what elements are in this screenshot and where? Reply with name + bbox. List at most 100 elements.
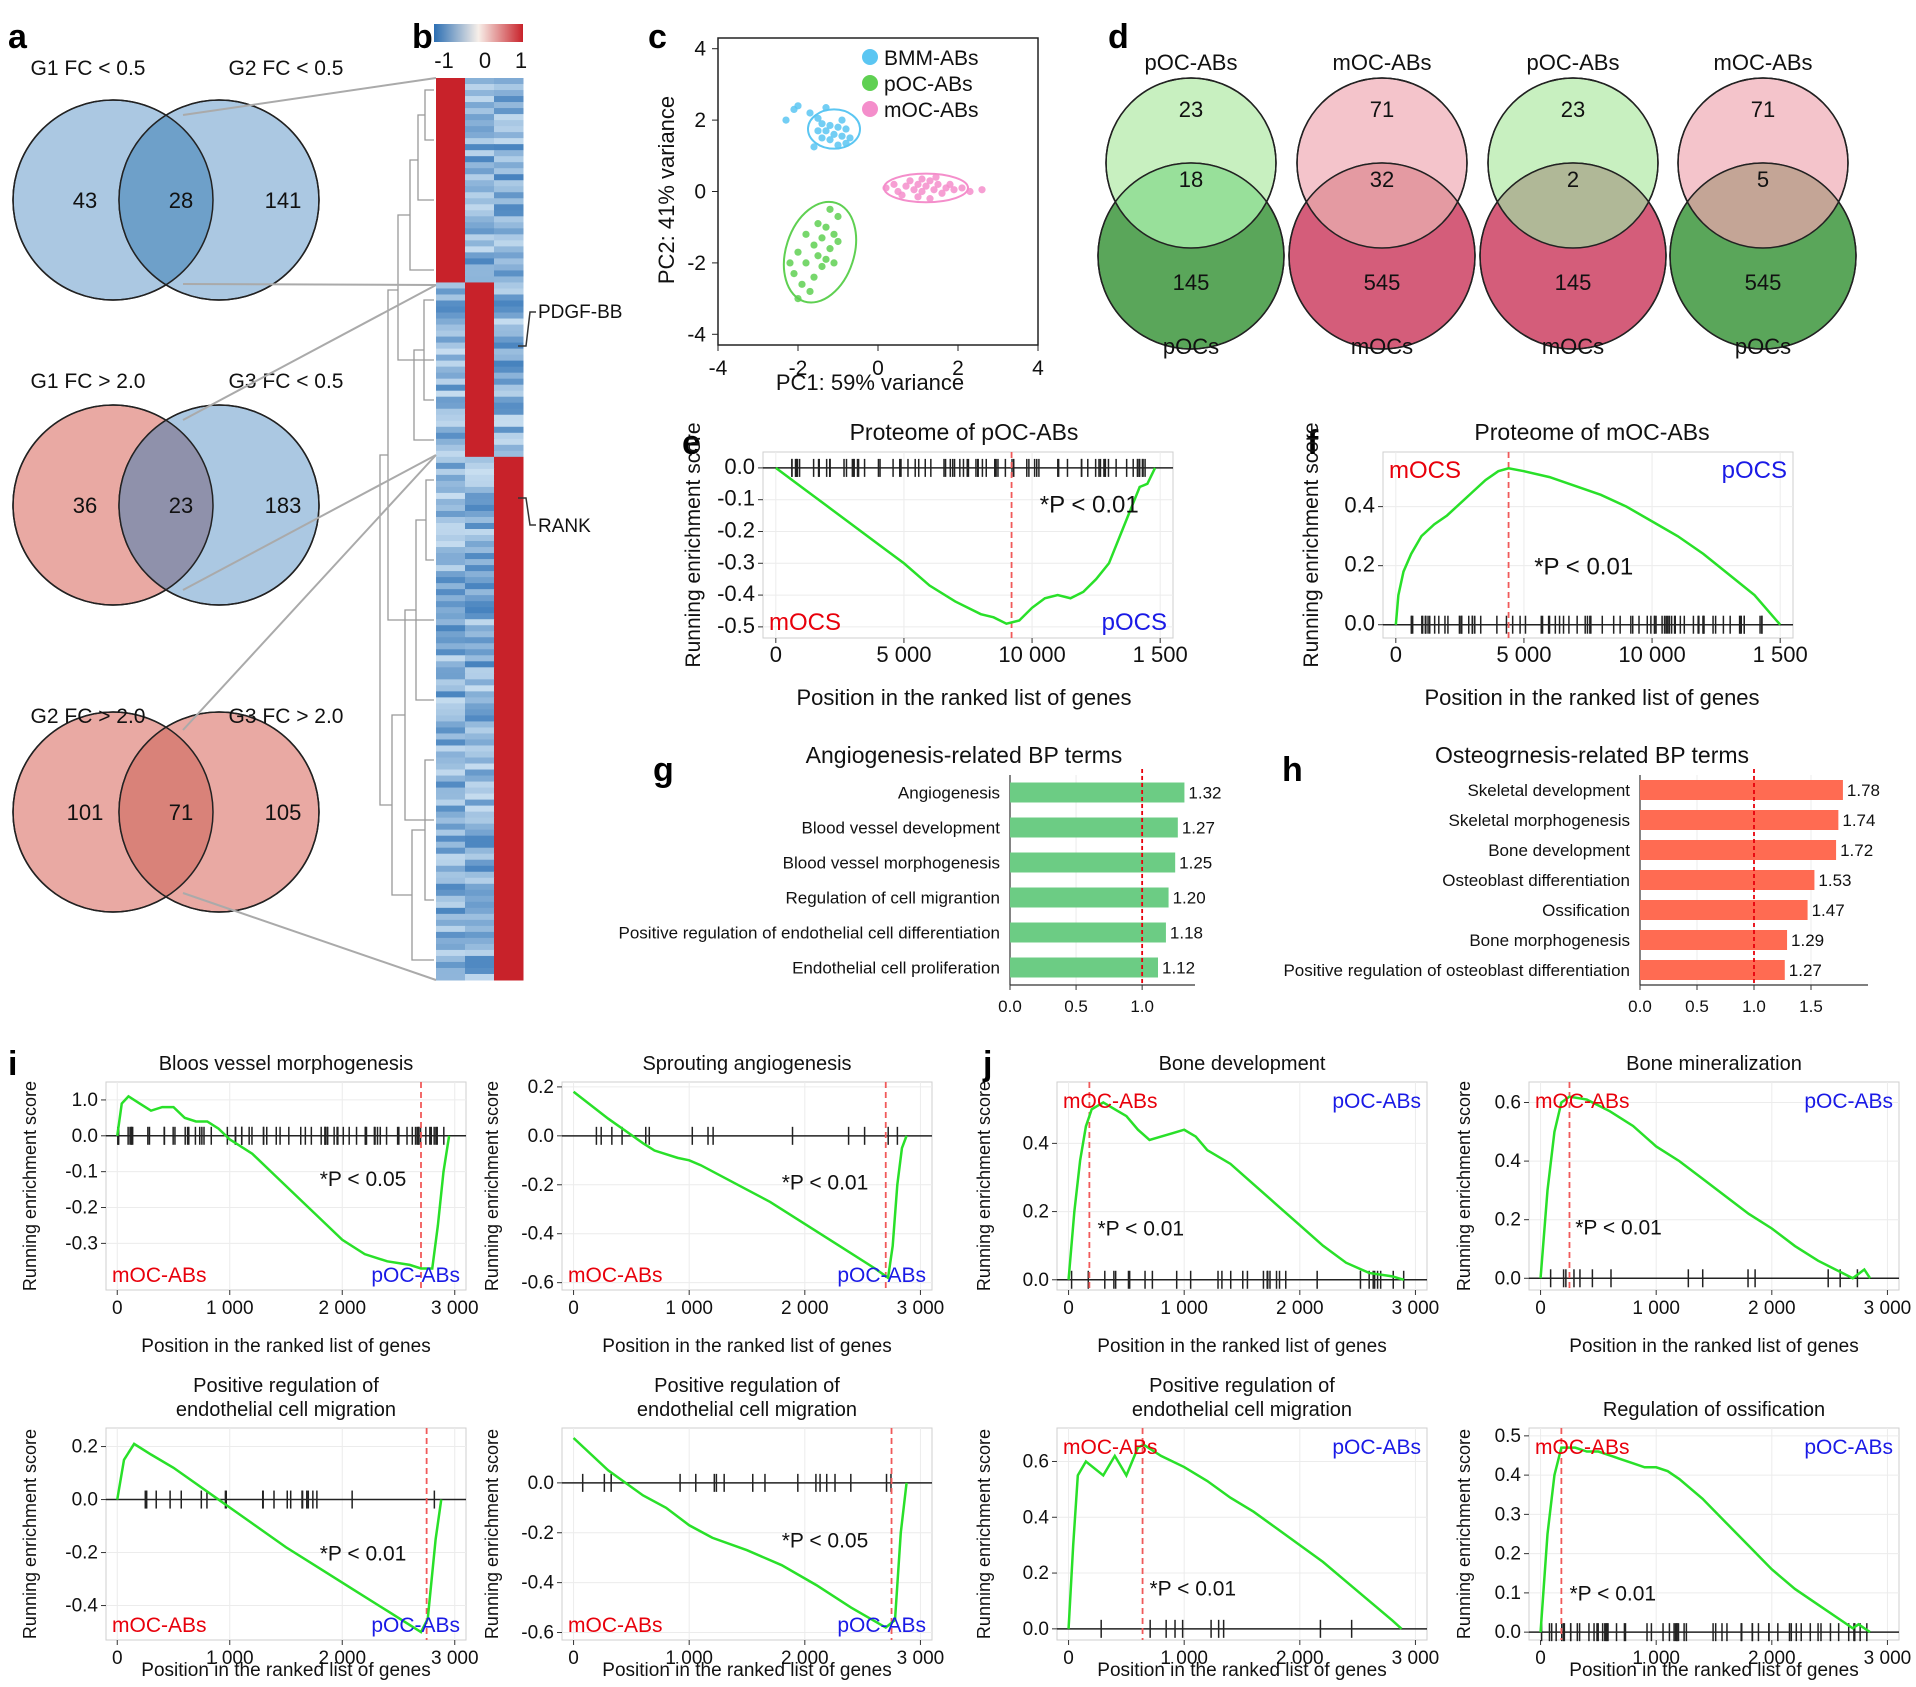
- heatmap-cell: [465, 907, 495, 915]
- legend-marker: [862, 75, 878, 91]
- heatmap-cell: [494, 589, 524, 596]
- heatmap-cell: [465, 174, 495, 181]
- color-scale-tick: 1: [515, 48, 527, 73]
- heatmap-cell: [436, 643, 466, 650]
- series-mOC-ABs: [882, 172, 986, 204]
- heatmap-cell: [436, 246, 466, 253]
- venn-top-count: 23: [1561, 97, 1585, 122]
- heatmap-cell: [494, 252, 524, 259]
- heatmap-cell: [436, 240, 466, 247]
- heatmap-cell: [465, 222, 495, 229]
- panel-label-a: a: [8, 18, 28, 56]
- heatmap-cell: [436, 234, 466, 241]
- y-axis-label: Running enrichment score: [482, 1081, 502, 1291]
- heatmap-cell: [436, 823, 466, 831]
- heatmap-cell: [436, 535, 466, 542]
- plot-title: Positive regulation of: [1149, 1375, 1335, 1397]
- heatmap-cell: [465, 252, 495, 259]
- heatmap-cell: [436, 541, 466, 548]
- heatmap-cell: [494, 673, 524, 680]
- heatmap-cell: [494, 817, 524, 825]
- heatmap-cell: [465, 781, 495, 789]
- heatmap-cell: [436, 84, 466, 91]
- bar: [1010, 782, 1185, 803]
- heatmap-cell: [436, 871, 466, 879]
- heatmap-cell: [494, 312, 524, 320]
- bar: [1640, 960, 1785, 980]
- heatmap-cell: [465, 294, 495, 301]
- x-tick-label: -2: [789, 357, 808, 380]
- bar: [1010, 957, 1158, 978]
- heatmap-cell: [494, 306, 524, 314]
- heatmap-cell: [436, 204, 466, 211]
- x-tick-label: 5 000: [876, 642, 931, 667]
- heatmap-cell: [465, 565, 495, 572]
- heatmap-cell: [436, 108, 466, 115]
- x-tick-label: 2 000: [1276, 1648, 1324, 1669]
- color-scale-tick: 0: [479, 48, 491, 73]
- heatmap-cell: [465, 721, 495, 728]
- p-value-label: *P < 0.01: [1150, 1577, 1237, 1600]
- plot-frame: [1382, 451, 1794, 639]
- data-point: [922, 182, 930, 190]
- plot-title: Positive regulation of: [654, 1375, 840, 1397]
- data-point: [914, 193, 922, 201]
- category-label: Bone morphogenesis: [1469, 931, 1630, 950]
- bar-value-label: 1.18: [1170, 924, 1203, 943]
- enrichment-score-line: [572, 1090, 908, 1280]
- x-tick-label: 2 000: [1748, 1298, 1796, 1319]
- y-tick-label: 0.4: [1023, 1507, 1050, 1528]
- venn-overlap-count: 5: [1757, 167, 1769, 192]
- x-tick-label: 3 000: [897, 1298, 945, 1319]
- heatmap-cell: [465, 426, 495, 434]
- heatmap-cell: [465, 817, 495, 825]
- right-group-label: pOC-ABs: [1332, 1090, 1421, 1113]
- x-tick-label: 1 000: [1160, 1648, 1208, 1669]
- heatmap-cell: [465, 150, 495, 157]
- heatmap-cell: [494, 450, 524, 458]
- heatmap-cell: [436, 150, 466, 157]
- heatmap-cell: [465, 859, 495, 867]
- heatmap-cell: [465, 126, 495, 133]
- y-tick-label: 0.1: [1495, 1583, 1521, 1604]
- y-tick-label: -0.2: [717, 517, 755, 542]
- data-point: [930, 186, 938, 194]
- heatmap-cell: [436, 396, 466, 404]
- dendrogram-branch: [417, 114, 434, 201]
- gene-hit-rug: [595, 1126, 899, 1145]
- legend-label: pOC-ABs: [884, 73, 973, 96]
- heatmap-cell: [436, 174, 466, 181]
- bar: [1010, 922, 1166, 943]
- heatmap-cell: [494, 354, 524, 362]
- panel-c-pca-plot: -4 -2 0 2 4 4 2 0 -2 -4 PC1: 59% variance PC2: 41% …: [654, 37, 1044, 395]
- rank-leader: [518, 497, 536, 526]
- data-point: [826, 205, 834, 213]
- dendrogram-branch: [391, 714, 412, 896]
- x-tick-label: 0: [112, 1648, 123, 1669]
- heatmap-cell: [465, 697, 495, 704]
- x-axis-label: Position in the ranked list of genes: [141, 1336, 430, 1357]
- heatmap-cell: [494, 342, 524, 350]
- right-group-label: pOC-ABs: [1804, 1090, 1893, 1113]
- connector-line: [182, 77, 437, 116]
- heatmap-cell: [436, 522, 466, 530]
- heatmap-cell: [436, 757, 466, 765]
- y-axis-label: Running enrichment score: [20, 1081, 40, 1291]
- gene-hit-rug: [1410, 615, 1763, 634]
- data-point: [810, 273, 818, 281]
- dendrogram-branch: [413, 349, 434, 441]
- venn-overlap-count: 32: [1370, 167, 1394, 192]
- heatmap-cell: [465, 775, 495, 783]
- heatmap-cell: [465, 973, 495, 981]
- data-point: [966, 187, 974, 196]
- gsea-plot-i4: 0 1 000 2 000 3 000 0.0 -0.2 -0.4 -0.6 Positive …: [482, 1375, 944, 1681]
- category-label: Angiogenesis: [898, 784, 1000, 803]
- heatmap-cell: [494, 829, 524, 837]
- heatmap-cell: [494, 553, 524, 560]
- y-tick-label: 0.2: [72, 1437, 98, 1458]
- heatmap-cell: [465, 522, 495, 530]
- gene-hit-rug: [1540, 1623, 1868, 1642]
- venn-outline-top: [1677, 77, 1849, 249]
- heatmap-cell: [436, 120, 466, 127]
- heatmap-cell: [436, 805, 466, 813]
